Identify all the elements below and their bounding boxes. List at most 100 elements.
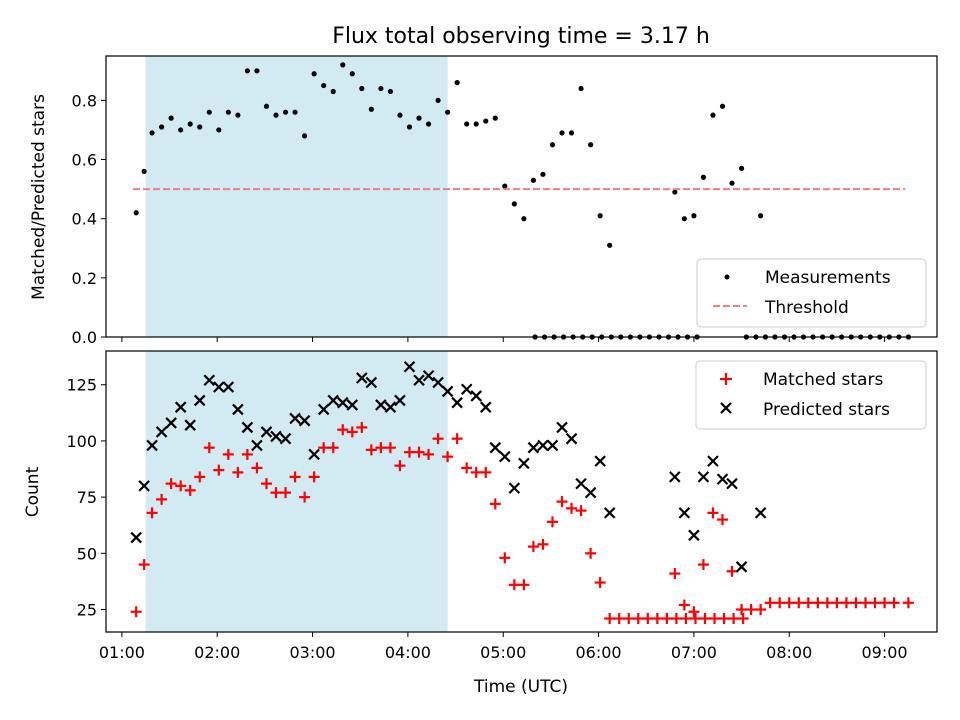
measurements-point [549, 142, 556, 148]
measurements-point [149, 130, 155, 136]
matched-stars-point [241, 448, 253, 460]
measurements-point [187, 121, 193, 127]
top-y-tick-label: 0.4 [72, 210, 97, 229]
matched-stars-point [442, 451, 454, 463]
measurements-point [540, 171, 546, 177]
predicted-stars-point [432, 376, 444, 389]
matched-stars-point [716, 514, 728, 526]
measurements-point [178, 127, 184, 133]
legend-threshold-label: Threshold [764, 298, 849, 318]
matched-stars-point [499, 552, 511, 564]
predicted-stars-point [489, 441, 502, 454]
measurements-point [729, 180, 735, 186]
measurements-point [511, 201, 517, 207]
predicted-stars-point [537, 439, 549, 452]
measurements-point [435, 97, 441, 103]
matched-stars-point [623, 613, 635, 625]
matched-stars-point [812, 597, 824, 609]
bottom-y-tick-label: 25 [77, 601, 97, 620]
matched-stars-point [356, 421, 368, 433]
bottom-x-tick-label: 01:00 [99, 643, 145, 662]
legend-matched-stars-label: Matched stars [763, 370, 883, 390]
matched-stars-point [669, 568, 681, 580]
matched-stars-point [432, 433, 444, 445]
bottom-legend: Matched stars Predicted stars [695, 360, 927, 430]
measurements-point [321, 82, 327, 89]
predicted-stars-point [403, 360, 416, 373]
measurements-point [387, 88, 394, 95]
predicted-stars-point [527, 441, 540, 454]
measurements-point [521, 216, 527, 222]
matched-stars-point [745, 604, 757, 616]
predicted-stars-point [479, 401, 492, 413]
measurements-point [425, 121, 432, 127]
bottom-x-axis-label: Time (UTC) [473, 677, 568, 697]
matched-stars-point [737, 613, 749, 625]
predicted-stars-point [678, 507, 691, 519]
predicted-stars-point [394, 394, 406, 407]
matched-stars-point [280, 487, 292, 499]
bottom-x-tick-label: 05:00 [480, 643, 526, 662]
predicted-stars-point [603, 507, 616, 519]
matched-stars-point [165, 478, 177, 490]
matched-stars-point [736, 604, 748, 616]
matched-stars-point [318, 442, 330, 454]
matched-stars-point [764, 597, 776, 609]
bottom-y-tick-label: 75 [77, 488, 97, 507]
bottom-x-tick-label: 09:00 [862, 643, 908, 662]
top-axes-frame [105, 55, 938, 338]
matched-stars-point [718, 613, 730, 625]
matched-stars-point [869, 597, 881, 609]
predicted-stars-point [155, 426, 168, 438]
matched-stars-point [232, 466, 244, 478]
legend-predicted-stars-marker [720, 402, 732, 414]
measurements-point [710, 112, 716, 118]
predicted-stars-point [735, 561, 748, 573]
measurements-point [133, 210, 139, 216]
measurements-point [159, 124, 165, 130]
predicted-stars-point [193, 394, 206, 407]
matched-stars-point [661, 613, 673, 625]
matched-stars-point [632, 613, 644, 625]
bottom-axes: Count Time (UTC) 25 50 75 100 125 01:00 02:00 0… [23, 350, 938, 697]
measurements-point [340, 62, 346, 68]
measurements-point [349, 71, 355, 77]
measurements-point [263, 103, 270, 109]
matched-stars-point [546, 516, 558, 528]
predicted-stars-point [594, 455, 606, 467]
matched-stars-point [413, 446, 425, 458]
matched-stars-point [527, 541, 539, 553]
matched-stars-point [688, 606, 700, 618]
matched-stars-point [156, 493, 168, 505]
measurements-point [359, 85, 365, 92]
matched-stars-point [859, 597, 871, 609]
legend-measurements-marker [724, 274, 730, 280]
matched-stars-point [651, 613, 663, 625]
predicted-stars-point [726, 477, 738, 490]
predicted-stars-point [451, 396, 463, 409]
predicted-stars-point [470, 390, 482, 402]
matched-stars-point [604, 613, 616, 625]
measurements-point [168, 115, 174, 121]
matched-stars-point [879, 597, 891, 609]
bottom-data-marks [130, 360, 914, 625]
predicted-stars-point [346, 399, 359, 411]
measurements-point [197, 124, 203, 130]
predicted-stars-point [241, 421, 254, 434]
matched-stars-point [480, 466, 492, 478]
bottom-y-tick-label: 50 [77, 544, 97, 563]
measurements-point [578, 85, 584, 92]
measurements-point [141, 168, 147, 174]
bottom-x-tick-label: 03:00 [290, 643, 336, 662]
matched-stars-point [175, 480, 187, 492]
matched-stars-point [270, 487, 282, 499]
predicted-stars-point [716, 473, 729, 485]
bottom-axes-frame [105, 350, 938, 633]
predicted-stars-point [130, 531, 142, 544]
matched-stars-point [403, 446, 415, 458]
measurements-point [216, 127, 222, 133]
predicted-stars-point [584, 486, 597, 499]
matched-stars-point [699, 613, 711, 625]
matched-stars-point [194, 471, 206, 483]
predicted-stars-point [213, 381, 225, 393]
